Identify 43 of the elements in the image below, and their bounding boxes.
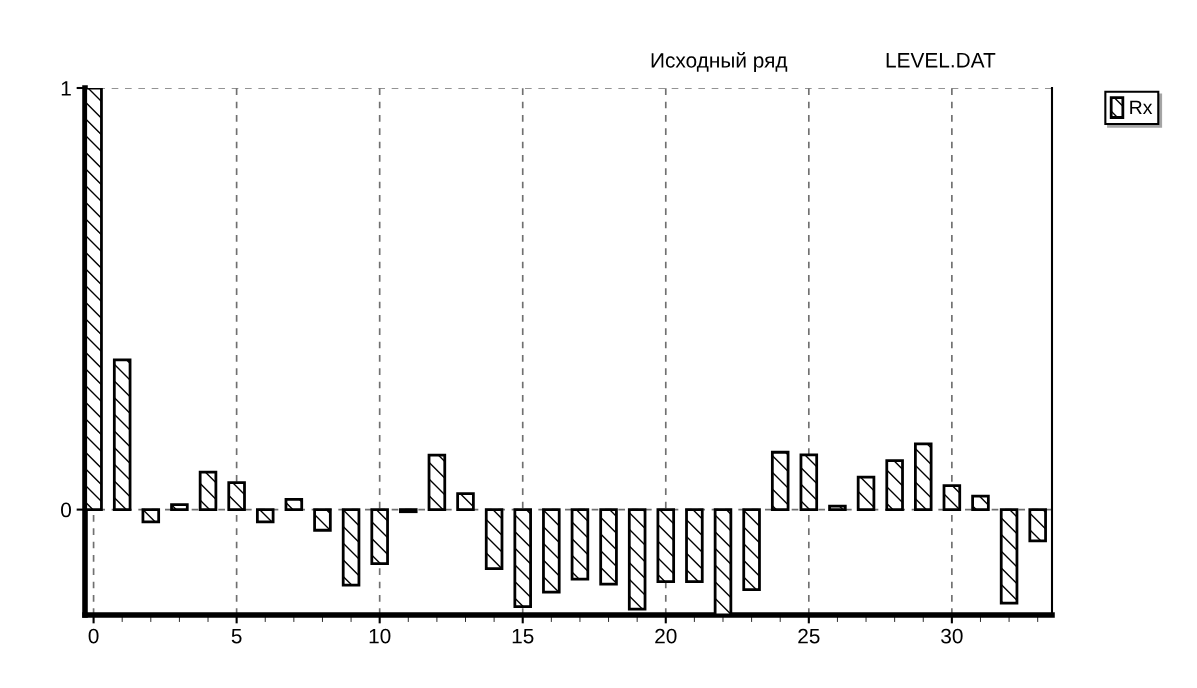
bar — [198, 470, 218, 511]
bar — [141, 508, 161, 524]
x-tick-label: 0 — [88, 628, 99, 644]
bar — [570, 508, 590, 581]
y-tick-label: 1 — [61, 81, 71, 96]
chart-title: Исходный ряд — [651, 52, 788, 72]
bar — [999, 508, 1019, 605]
bar — [971, 494, 990, 511]
bar — [313, 508, 332, 532]
bar — [942, 484, 962, 511]
bar — [856, 475, 876, 511]
bar — [828, 504, 847, 511]
chart-subtitle: LEVEL.DAT — [886, 53, 996, 68]
bar — [770, 450, 790, 511]
bar — [170, 503, 189, 511]
bar — [284, 498, 304, 511]
bar — [542, 508, 561, 594]
x-tick-label: 15 — [512, 628, 534, 644]
bar — [370, 508, 389, 565]
bar — [799, 453, 819, 511]
x-tick-label: 10 — [369, 628, 391, 644]
bar — [885, 459, 904, 511]
bar — [341, 508, 361, 587]
x-tick-label: 30 — [941, 628, 963, 644]
bar — [685, 508, 704, 584]
bar — [227, 481, 246, 511]
bar — [627, 508, 647, 611]
bar — [656, 508, 676, 584]
x-tick-label: 5 — [231, 628, 242, 644]
x-tick-label: 25 — [798, 628, 820, 644]
bar — [513, 508, 532, 608]
bar — [456, 492, 475, 511]
bar — [742, 508, 761, 592]
bar — [112, 358, 132, 511]
legend-label: Rx — [1130, 100, 1153, 115]
bar — [427, 453, 447, 511]
bar — [399, 508, 418, 514]
x-tick-label: 20 — [655, 628, 677, 644]
bar — [484, 508, 504, 571]
bar — [914, 442, 933, 511]
bar — [599, 508, 618, 586]
bar — [255, 508, 275, 524]
bar — [1028, 508, 1047, 543]
